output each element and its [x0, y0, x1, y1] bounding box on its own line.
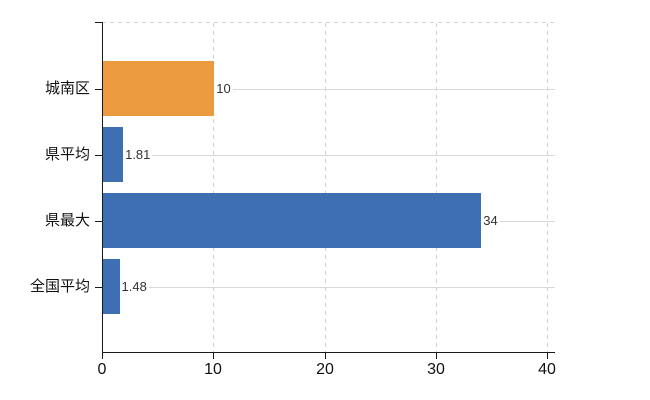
bar: [103, 259, 120, 314]
y-axis-tick: [95, 220, 102, 222]
horizontal-gridline: [103, 88, 555, 90]
y-axis-tick: [95, 154, 102, 156]
y-axis-top-tick: [95, 22, 102, 23]
y-axis-tick: [95, 286, 102, 288]
bar-value-label: 34: [481, 212, 500, 229]
y-axis-category-labels: 城南区県平均県最大全国平均: [0, 22, 90, 352]
category-label: 城南区: [44, 79, 90, 97]
plot-top-border: [102, 22, 555, 23]
x-tick-label: 20: [316, 361, 334, 378]
x-axis-tick: [213, 353, 214, 359]
x-axis-tick: [436, 353, 437, 359]
y-axis-tick: [95, 88, 102, 90]
bar: [103, 127, 124, 182]
bar: [103, 193, 482, 248]
bar-value-label: 10: [214, 80, 233, 97]
x-axis-tick: [325, 353, 326, 359]
x-tick-label: 0: [97, 361, 107, 378]
bar-value-label: 1.81: [123, 146, 153, 163]
bar-value-label: 1.48: [119, 278, 149, 295]
vertical-gridline: [325, 23, 326, 352]
horizontal-gridline: [103, 286, 555, 288]
x-axis-tick: [547, 353, 548, 359]
x-axis-tick: [102, 353, 103, 359]
plot-area: 0 10 20 30 40 10 1.81 34 1.48: [95, 22, 556, 378]
y-axis-line: [102, 22, 103, 353]
horizontal-gridline: [103, 154, 555, 156]
vertical-gridline: [547, 23, 548, 352]
category-label: 県平均: [44, 145, 90, 163]
x-tick-label: 10: [204, 361, 222, 378]
x-axis-line: [102, 352, 555, 353]
category-label: 県最大: [44, 211, 90, 229]
x-tick-label: 40: [538, 361, 556, 378]
vertical-gridline: [213, 23, 214, 352]
vertical-gridline: [436, 23, 437, 352]
category-label: 全国平均: [29, 277, 90, 295]
x-tick-label: 30: [427, 361, 445, 378]
bar: [103, 61, 215, 116]
